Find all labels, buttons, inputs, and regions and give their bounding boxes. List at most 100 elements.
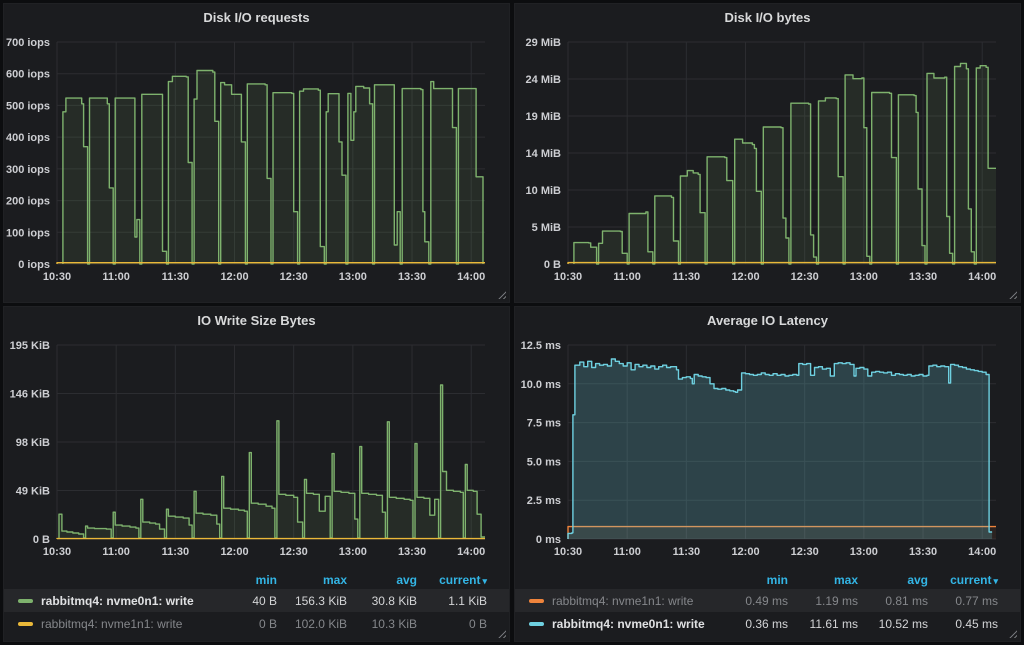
y-axis-tick-label: 12.5 ms bbox=[521, 340, 561, 352]
x-axis-tick-label: 10:30 bbox=[554, 546, 582, 558]
y-axis-tick-label: 10 MiB bbox=[526, 185, 562, 197]
y-axis-tick-label: 0 ms bbox=[536, 534, 561, 546]
x-axis-tick-label: 11:30 bbox=[162, 546, 190, 558]
series-color-swatch-icon[interactable] bbox=[18, 622, 33, 626]
x-axis-tick-label: 10:30 bbox=[43, 271, 71, 283]
legend-value: 30.8 KiB bbox=[347, 594, 417, 608]
legend-value: 0 B bbox=[207, 617, 277, 631]
legend-value: 0 B bbox=[417, 617, 487, 631]
x-axis-tick-label: 11:30 bbox=[673, 271, 701, 283]
x-axis-tick-label: 11:00 bbox=[613, 546, 641, 558]
legend-value: 0.49 ms bbox=[718, 594, 788, 608]
sort-caret-icon: ▾ bbox=[993, 576, 998, 586]
y-axis-tick-label: 7.5 ms bbox=[527, 418, 561, 430]
legend-sort-max[interactable]: max bbox=[788, 573, 858, 587]
x-axis-tick-label: 11:30 bbox=[162, 271, 190, 283]
y-axis-tick-label: 49 KiB bbox=[16, 486, 50, 498]
x-axis-tick-label: 12:30 bbox=[280, 271, 308, 283]
x-axis-tick-label: 13:30 bbox=[398, 546, 426, 558]
series-fill bbox=[574, 63, 996, 264]
legend-sort-min[interactable]: min bbox=[207, 573, 277, 587]
legend-value: 40 B bbox=[207, 594, 277, 608]
legend-value: 1.1 KiB bbox=[417, 594, 487, 608]
y-axis-tick-label: 700 iops bbox=[6, 37, 50, 49]
y-axis-tick-label: 400 iops bbox=[6, 132, 50, 144]
legend-sort-min[interactable]: min bbox=[718, 573, 788, 587]
x-axis-tick-label: 13:30 bbox=[398, 271, 426, 283]
x-axis-tick-label: 13:30 bbox=[909, 271, 937, 283]
panel-title[interactable]: IO Write Size Bytes bbox=[4, 307, 509, 331]
legend-series-cell: rabbitmq4: nvme0n1: write bbox=[18, 594, 207, 608]
legend-series-label[interactable]: rabbitmq4: nvme0n1: write bbox=[41, 594, 194, 608]
panel-title[interactable]: Disk I/O requests bbox=[4, 4, 509, 28]
legend-sort-current[interactable]: current▾ bbox=[417, 573, 487, 587]
y-axis-tick-label: 19 MiB bbox=[526, 111, 562, 123]
legend-value: 11.61 ms bbox=[788, 617, 858, 631]
y-axis-tick-label: 0 B bbox=[544, 259, 561, 271]
y-axis-tick-label: 200 iops bbox=[6, 196, 50, 208]
x-axis-tick-label: 12:30 bbox=[280, 546, 308, 558]
series-fill bbox=[59, 385, 485, 539]
x-axis-tick-label: 11:00 bbox=[613, 271, 641, 283]
y-axis-tick-label: 24 MiB bbox=[526, 74, 562, 86]
legend-sort-avg[interactable]: avg bbox=[858, 573, 928, 587]
legend-series-label[interactable]: rabbitmq4: nvme0n1: write bbox=[552, 617, 705, 631]
legend-sort-max[interactable]: max bbox=[277, 573, 347, 587]
x-axis-tick-label: 14:00 bbox=[457, 271, 485, 283]
x-axis-tick-label: 14:00 bbox=[457, 546, 485, 558]
panel-title[interactable]: Average IO Latency bbox=[515, 307, 1020, 331]
legend-series-cell: rabbitmq4: nvme1n1: write bbox=[529, 594, 718, 608]
y-axis-tick-label: 0 B bbox=[33, 534, 50, 546]
legend-value: 0.36 ms bbox=[718, 617, 788, 631]
legend-series-label[interactable]: rabbitmq4: nvme1n1: write bbox=[41, 617, 182, 631]
x-axis-tick-label: 14:00 bbox=[968, 546, 996, 558]
y-axis-tick-label: 600 iops bbox=[6, 69, 50, 81]
series-color-swatch-icon[interactable] bbox=[529, 622, 544, 626]
x-axis-tick-label: 12:00 bbox=[220, 271, 248, 283]
x-axis-tick-label: 13:30 bbox=[909, 546, 937, 558]
x-axis-tick-label: 11:30 bbox=[673, 546, 701, 558]
x-axis-tick-label: 12:00 bbox=[731, 271, 759, 283]
x-axis-tick-label: 12:00 bbox=[731, 546, 759, 558]
legend-series-label[interactable]: rabbitmq4: nvme1n1: write bbox=[552, 594, 693, 608]
x-axis-tick-label: 10:30 bbox=[43, 546, 71, 558]
y-axis-tick-label: 500 iops bbox=[6, 100, 50, 112]
x-axis-tick-label: 12:00 bbox=[220, 546, 248, 558]
x-axis-tick-label: 12:30 bbox=[791, 271, 819, 283]
series-color-swatch-icon[interactable] bbox=[18, 599, 33, 603]
x-axis-tick-label: 11:00 bbox=[102, 271, 130, 283]
x-axis-tick-label: 13:00 bbox=[339, 271, 367, 283]
series-color-swatch-icon[interactable] bbox=[529, 599, 544, 603]
x-axis-tick-label: 14:00 bbox=[968, 271, 996, 283]
legend-sort-avg[interactable]: avg bbox=[347, 573, 417, 587]
y-axis-tick-label: 10.0 ms bbox=[521, 379, 561, 391]
legend-series-cell: rabbitmq4: nvme1n1: write bbox=[18, 617, 207, 631]
legend-value: 10.52 ms bbox=[858, 617, 928, 631]
y-axis-tick-label: 2.5 ms bbox=[527, 495, 561, 507]
x-axis-tick-label: 13:00 bbox=[850, 546, 878, 558]
legend-value: 0.45 ms bbox=[928, 617, 998, 631]
y-axis-tick-label: 100 iops bbox=[6, 227, 50, 239]
panel-title[interactable]: Disk I/O bytes bbox=[515, 4, 1020, 28]
y-axis-tick-label: 14 MiB bbox=[526, 148, 562, 160]
x-axis-tick-label: 12:30 bbox=[791, 546, 819, 558]
y-axis-tick-label: 98 KiB bbox=[16, 437, 50, 449]
x-axis-tick-label: 10:30 bbox=[554, 271, 582, 283]
legend-value: 0.77 ms bbox=[928, 594, 998, 608]
legend-sort-current[interactable]: current▾ bbox=[928, 573, 998, 587]
x-axis-tick-label: 13:00 bbox=[339, 546, 367, 558]
x-axis-tick-label: 11:00 bbox=[102, 546, 130, 558]
